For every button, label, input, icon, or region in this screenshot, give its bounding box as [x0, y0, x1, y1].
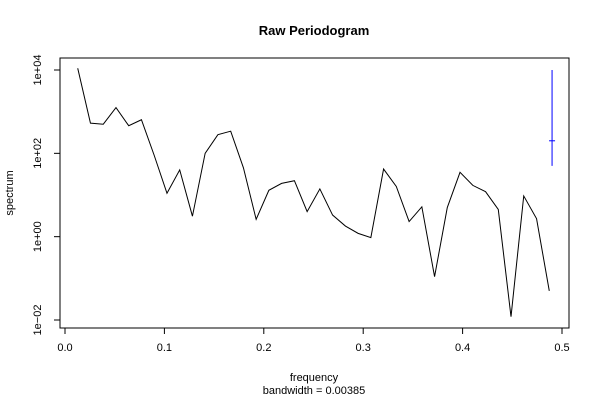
- x-tick-label: 0.2: [256, 342, 271, 354]
- x-tick-label: 0.1: [157, 342, 172, 354]
- series-line: [77, 68, 550, 317]
- y-tick-label: 1e+02: [32, 138, 44, 169]
- x-tick-label: 0.0: [57, 342, 72, 354]
- y-tick-label: 1e+04: [32, 55, 44, 86]
- y-tick-label: 1e+00: [32, 221, 44, 252]
- x-tick-label: 0.3: [356, 342, 371, 354]
- y-tick-label: 1e−02: [32, 305, 44, 336]
- y-axis: 1e−02 1e+00 1e+02 1e+04: [32, 55, 60, 336]
- series-layer: [77, 68, 550, 317]
- x-axis-sublabel: bandwidth = 0.00385: [263, 385, 365, 397]
- x-axis-label: frequency: [290, 372, 339, 384]
- y-axis-label: spectrum: [4, 170, 16, 215]
- confidence-interval-bar: [549, 70, 556, 166]
- x-axis: 0.0 0.1 0.2 0.3 0.4 0.5: [57, 328, 570, 354]
- chart-title: Raw Periodogram: [259, 23, 370, 38]
- plot-frame: [59, 57, 570, 329]
- x-tick-label: 0.5: [554, 342, 569, 354]
- x-tick-label: 0.4: [455, 342, 470, 354]
